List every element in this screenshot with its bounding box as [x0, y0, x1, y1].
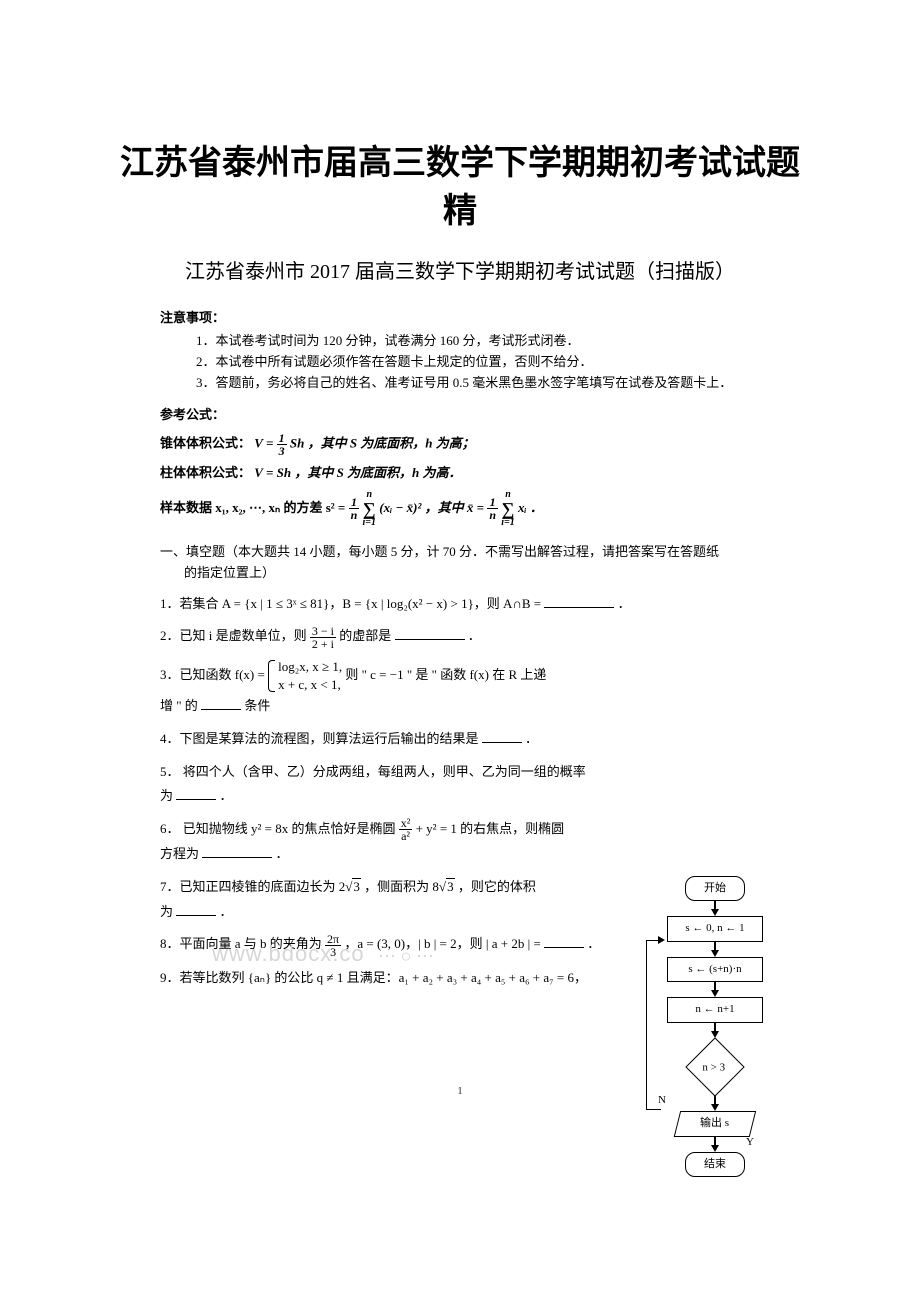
- blank-input: [176, 902, 216, 916]
- fc-step1: s ← (s+n)·n: [667, 957, 763, 983]
- notice-item: 1．本试卷考试时间为 120 分钟，试卷满分 160 分，考试形式闭卷．: [196, 331, 760, 352]
- cone-eq-right: Sh ，其中 S 为底面积，h 为高；: [290, 436, 475, 451]
- fc-label-no: N: [658, 1092, 666, 1110]
- blank-input: [544, 594, 614, 608]
- frac-1n-b: 1 n: [487, 496, 498, 521]
- sum-icon: n ∑ i=1: [363, 490, 376, 528]
- notice-list: 1．本试卷考试时间为 120 分钟，试卷满分 160 分，考试形式闭卷． 2．本…: [160, 331, 760, 393]
- fc-step2: n ← n+1: [667, 997, 763, 1023]
- blank-input: [482, 729, 522, 743]
- formula-cylinder: 柱体体积公式： V = Sh ，其中 S 为底面积，h 为高．: [160, 463, 760, 484]
- variance-body1: (xᵢ − x̄)² ，其中 x̄ =: [379, 500, 484, 515]
- question-2: 2．已知 i 是虚数单位，则 3 − i 2 + i 的虚部是 ．: [160, 624, 650, 650]
- question-4: 4．下图是某算法的流程图，则算法运行后输出的结果是 ．: [160, 727, 650, 752]
- notice-item: 3．答题前，务必将自己的姓名、准考证号用 0.5 毫米黑色墨水签字笔填写在试卷及…: [196, 373, 760, 394]
- arrow-down-icon: [711, 990, 719, 997]
- blank-input: [176, 786, 216, 800]
- formula-variance: 样本数据 x₁, x₂, ⋯, xₙ 的方差 s² = 1 n n ∑ i=1 …: [160, 490, 760, 528]
- frac-one-third: 1 3: [277, 432, 287, 457]
- variance-body2: xᵢ ．: [518, 500, 543, 515]
- title-line2: 精: [443, 192, 477, 230]
- frac-1n-a: 1 n: [349, 496, 360, 521]
- scan-content: 注意事项： 1．本试卷考试时间为 120 分钟，试卷满分 160 分，考试形式闭…: [160, 308, 760, 990]
- notice-item: 2．本试卷中所有试题必须作答在答题卡上规定的位置，否则不给分．: [196, 352, 760, 373]
- doc-title: 江苏省泰州市届高三数学下学期期初考试试题 精: [100, 140, 820, 235]
- cone-label: 锥体体积公式：: [160, 436, 251, 451]
- blank-input: [201, 696, 241, 710]
- formula-cone: 锥体体积公式： V = 1 3 Sh ，其中 S 为底面积，h 为高；: [160, 432, 760, 457]
- cylinder-label: 柱体体积公式：: [160, 465, 251, 480]
- fc-loop-line: [646, 940, 661, 1110]
- notice-heading: 注意事项：: [160, 308, 760, 329]
- fc-decision: n > 3: [685, 1037, 744, 1096]
- question-list: 1．若集合 A = {x | 1 ≤ 3ˣ ≤ 81}，B = {x | log…: [160, 592, 650, 925]
- formulas-heading: 参考公式：: [160, 405, 760, 426]
- flowchart: 开始 s ← 0, n ← 1 s ← (s+n)·n n ← n+1 n > …: [660, 876, 770, 1178]
- frac-q6: x² a²: [399, 817, 413, 842]
- arrow-down-icon: [711, 1104, 719, 1111]
- question-3: 3．已知函数 f(x) = log₂x, x ≥ 1, x + c, x < 1…: [160, 658, 650, 719]
- fc-start: 开始: [685, 876, 745, 902]
- question-7: 7．已知正四棱锥的底面边长为 2√3 ，侧面积为 8√3 ，则它的体积 为 ．: [160, 875, 650, 924]
- arrow-down-icon: [711, 1145, 719, 1152]
- cone-eq-left: V =: [254, 436, 273, 451]
- fc-init: s ← 0, n ← 1: [667, 916, 763, 942]
- arrow-down-icon: [711, 950, 719, 957]
- blank-input: [395, 626, 465, 640]
- blank-input: [202, 844, 272, 858]
- cylinder-expr: V = Sh ，其中 S 为底面积，h 为高．: [254, 465, 461, 480]
- section1-heading: 一、填空题（本大题共 14 小题，每小题 5 分，计 70 分．不需写出解答过程…: [160, 542, 760, 584]
- piecewise-brace: log₂x, x ≥ 1, x + c, x < 1,: [268, 658, 342, 694]
- frac-q2: 3 − i 2 + i: [310, 625, 336, 650]
- sum-icon: n ∑ i=1: [501, 490, 514, 528]
- question-6: 6． 已知抛物线 y² = 8x 的焦点恰好是椭圆 x² a² + y² = 1…: [160, 817, 650, 867]
- blank-input: [544, 934, 584, 948]
- page-number: 1: [457, 1083, 463, 1101]
- question-5: 5． 将四个人（含甲、乙）分成两组，每组两人，则甲、乙为同一组的概率 为 ．: [160, 760, 650, 809]
- fc-end: 结束: [685, 1152, 745, 1178]
- fc-loop-arrow-icon: [658, 936, 665, 944]
- variance-label: 样本数据 x₁, x₂, ⋯, xₙ 的方差 s² =: [160, 500, 345, 515]
- doc-subtitle: 江苏省泰州市 2017 届高三数学下学期期初考试试题（扫描版）: [100, 255, 820, 284]
- question-1: 1．若集合 A = {x | 1 ≤ 3ˣ ≤ 81}，B = {x | log…: [160, 592, 650, 617]
- fc-output: 输出 s: [674, 1111, 756, 1137]
- title-line1: 江苏省泰州市届高三数学下学期期初考试试题: [120, 144, 800, 182]
- frac-q8: 2π 3: [325, 933, 341, 958]
- arrow-down-icon: [711, 909, 719, 916]
